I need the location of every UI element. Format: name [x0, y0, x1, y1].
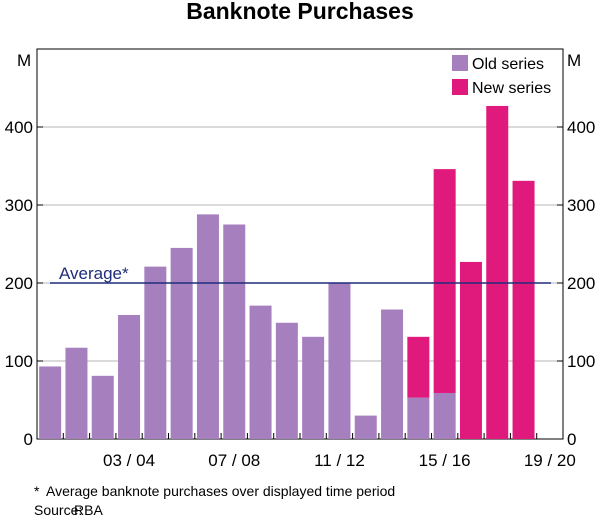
- gridlines: [37, 126, 563, 362]
- source-label: Source:: [34, 502, 83, 518]
- bar-new-2018/19: [512, 180, 535, 439]
- average-label: Average*: [59, 264, 129, 283]
- bar-old-2000/01: [39, 366, 62, 439]
- footnotes: * Average banknote purchases over displa…: [12, 482, 395, 520]
- bar-new-2014/15: [407, 336, 430, 398]
- y-tick-left-100: 100: [5, 352, 33, 371]
- y-tick-right-400: 400: [567, 118, 595, 137]
- footnote-text: Average banknote purchases over displaye…: [46, 483, 396, 499]
- legend-swatch-old: [452, 55, 468, 71]
- bar-old-2013/14: [381, 309, 404, 439]
- average-line-group: Average*: [50, 264, 551, 284]
- bar-old-2006/07: [196, 214, 219, 439]
- legend-label-new: New series: [472, 80, 551, 97]
- x-tick-label-1516: 15 / 16: [419, 451, 471, 470]
- y-tick-right-200: 200: [567, 274, 595, 293]
- banknote-purchases-chart: Banknote Purchases Average* 0 0 100 100 200 2…: [5, 0, 596, 470]
- x-tick-label-0304: 03 / 04: [103, 451, 155, 470]
- y-unit-left: M: [17, 51, 31, 70]
- bar-old-2012/13: [354, 415, 377, 439]
- x-tick-label-0708: 07 / 08: [208, 451, 260, 470]
- bar-old-2014/15: [407, 397, 430, 439]
- y-tick-right-100: 100: [567, 352, 595, 371]
- chart-title: Banknote Purchases: [186, 0, 414, 24]
- bar-old-2002/03: [91, 375, 114, 439]
- footnote-mark: *: [34, 483, 40, 499]
- bars: [39, 105, 535, 439]
- source-value: RBA: [74, 502, 103, 518]
- bar-new-2015/16: [433, 169, 456, 393]
- bar-old-2015/16: [433, 392, 456, 439]
- bar-old-2011/12: [328, 283, 351, 439]
- bar-old-2007/08: [223, 224, 246, 439]
- bar-old-2005/06: [170, 247, 193, 439]
- y-tick-left-400: 400: [5, 118, 33, 137]
- y-tick-right-0: 0: [567, 430, 576, 449]
- x-axis: 03 / 04 07 / 08 11 / 12 15 / 16 19 / 20: [62, 433, 576, 470]
- bar-new-2017/18: [486, 105, 509, 439]
- y-unit-right: M: [567, 51, 581, 70]
- legend-label-old: Old series: [472, 56, 544, 73]
- bar-old-2004/05: [144, 266, 167, 439]
- bar-old-2009/10: [275, 322, 298, 439]
- y-tick-left-200: 200: [5, 274, 33, 293]
- footnote-average: * Average banknote purchases over displa…: [12, 482, 395, 501]
- y-tick-left-300: 300: [5, 196, 33, 215]
- legend-swatch-new: [452, 79, 468, 95]
- plot-frame: [36, 48, 564, 440]
- y-tick-right-300: 300: [567, 196, 595, 215]
- legend: Old series New series: [452, 55, 551, 97]
- bar-old-2003/04: [118, 314, 141, 439]
- bar-old-2010/11: [302, 336, 325, 439]
- y-tick-left-0: 0: [24, 430, 33, 449]
- y-axes: 0 0 100 100 200 200 300 300 400 400 M M: [5, 51, 596, 449]
- x-tick-label-1112: 11 / 12: [314, 451, 365, 470]
- bar-old-2008/09: [249, 305, 272, 439]
- bar-old-2001/02: [65, 347, 88, 439]
- source-line: Source: RBA: [12, 501, 395, 520]
- x-tick-label-1920: 19 / 20: [524, 451, 576, 470]
- bar-new-2016/17: [459, 261, 482, 439]
